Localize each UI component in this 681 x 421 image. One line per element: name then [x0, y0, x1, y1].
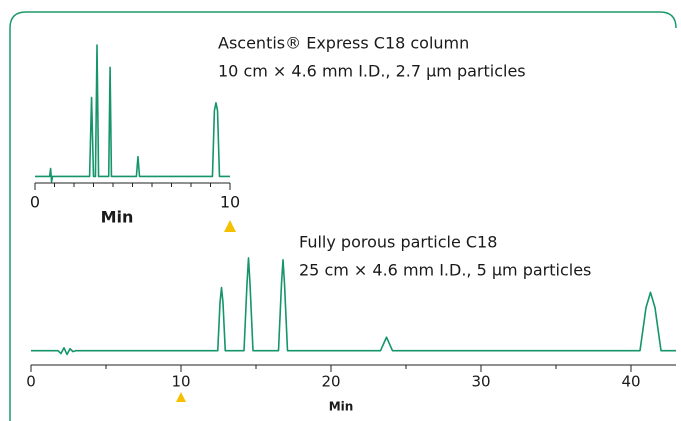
- x-tick-label: 30: [471, 373, 490, 391]
- annotation: 25 cm × 4.6 mm I.D., 5 µm particles: [299, 261, 591, 280]
- x-tick-label: 0: [30, 193, 40, 212]
- x-tick-label: 10: [171, 373, 190, 391]
- x-axis-label: Min: [329, 400, 354, 414]
- x-tick-label: 10: [220, 193, 240, 212]
- annotation: Fully porous particle C18: [299, 233, 497, 252]
- x-tick-label: 40: [621, 373, 640, 391]
- time-marker: [176, 392, 186, 402]
- frame: [9, 11, 677, 421]
- time-marker: [224, 220, 236, 232]
- x-axis-label: Min: [101, 208, 134, 227]
- trace: [31, 257, 676, 356]
- x-tick-label: 0: [26, 373, 36, 391]
- annotation: Ascentis® Express C18 column: [218, 34, 469, 53]
- annotation: 10 cm × 4.6 mm I.D., 2.7 µm particles: [218, 62, 526, 81]
- trace: [35, 44, 230, 183]
- x-tick-label: 20: [321, 373, 340, 391]
